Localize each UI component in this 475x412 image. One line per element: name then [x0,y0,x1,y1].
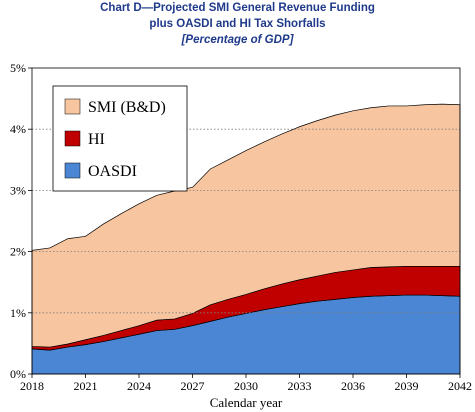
legend-swatch-2 [64,162,81,179]
y-tick-label-1: 1% [10,306,26,320]
legend-label-0: SMI (B&D) [88,99,166,116]
chart-subtitle: [Percentage of GDP] [181,34,294,46]
y-tick-label-4: 4% [10,122,26,136]
legend-swatch-0 [64,98,81,115]
x-tick-label-7: 2039 [395,379,419,393]
y-tick-label-2: 2% [10,245,26,259]
x-tick-label-2: 2024 [127,379,151,393]
x-tick-label-4: 2030 [234,379,258,393]
y-tick-label-3: 3% [10,183,26,197]
chart-title-line-2: plus OASDI and HI Tax Shorfalls [149,18,326,30]
chart-title-block: Chart D—Projected SMI General Revenue Fu… [0,0,475,48]
x-axis-label: Calendar year [210,395,283,410]
legend-label-1: HI [88,131,105,148]
y-tick-label-0: 0% [10,367,26,381]
legend-swatch-1 [64,130,81,147]
y-tick-label-5: 5% [10,61,26,75]
x-tick-label-0: 2018 [20,379,44,393]
x-tick-label-1: 2021 [74,379,98,393]
chart-title-line-1: Chart D—Projected SMI General Revenue Fu… [100,2,375,14]
x-tick-label-5: 2033 [288,379,312,393]
x-tick-label-6: 2036 [341,379,365,393]
legend-label-2: OASDI [88,163,137,180]
x-tick-label-3: 2027 [181,379,205,393]
x-tick-label-8: 2042 [448,379,472,393]
